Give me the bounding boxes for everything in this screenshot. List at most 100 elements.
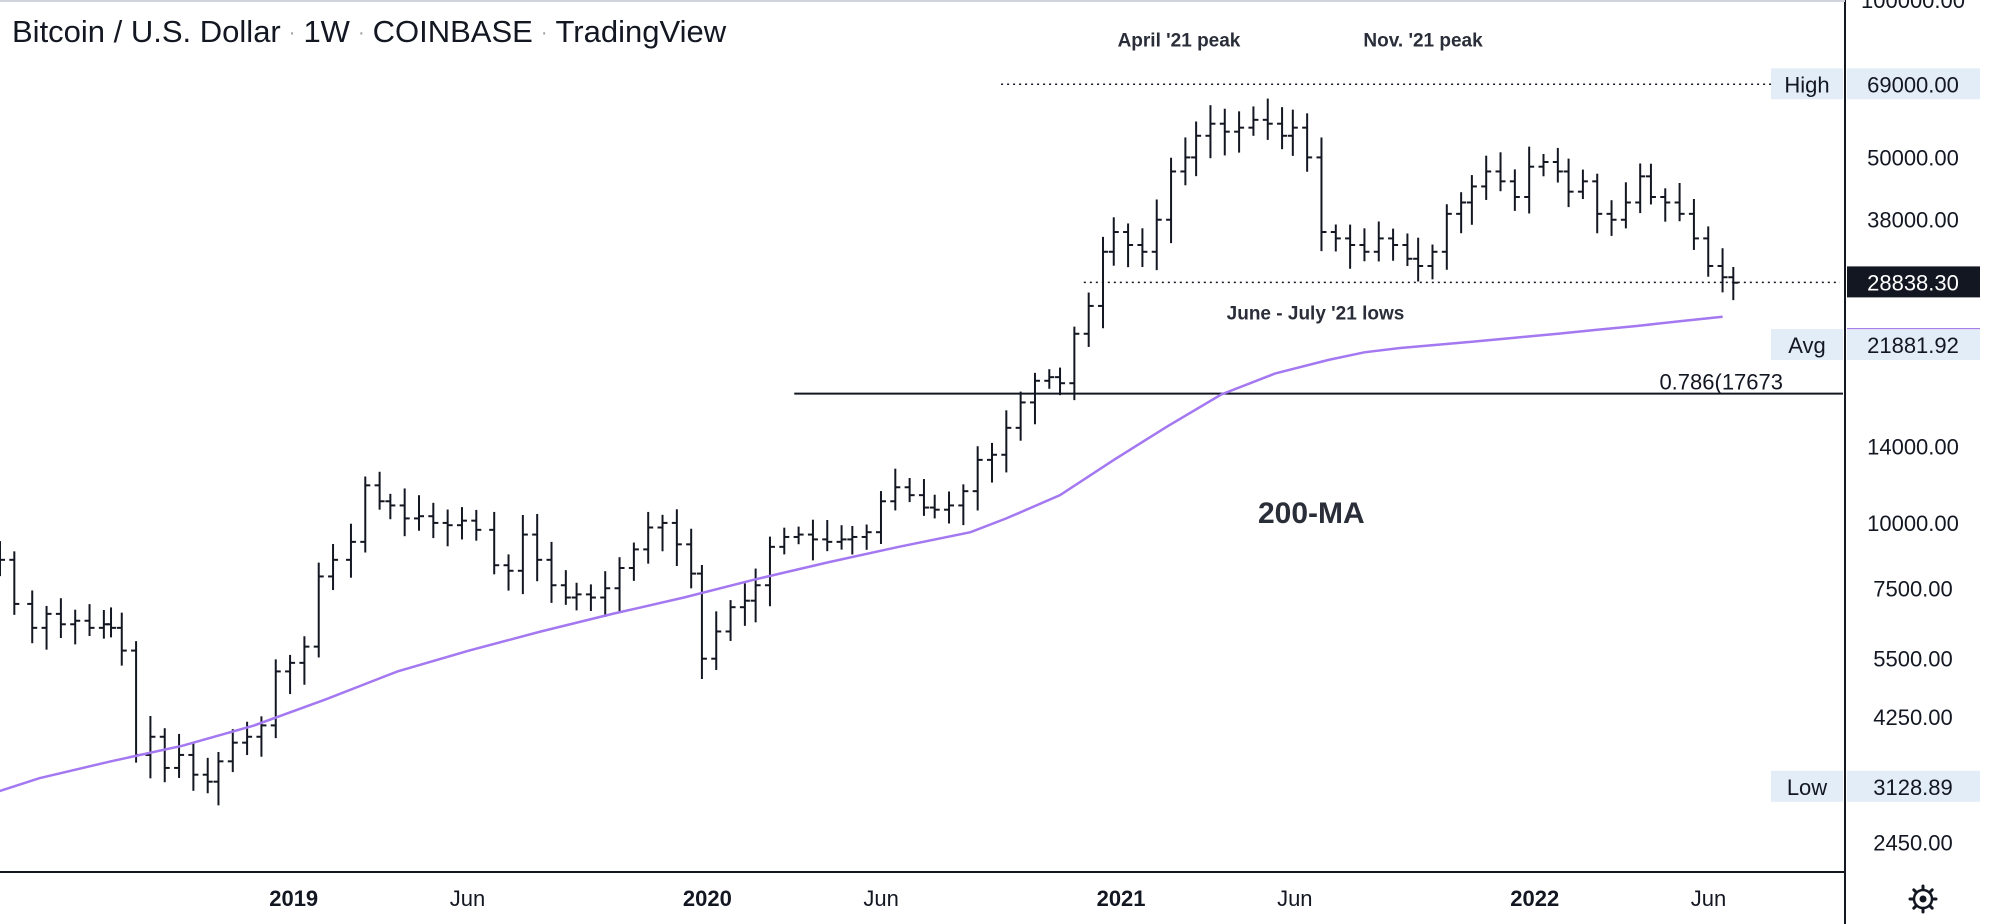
- ohlc-bar: [1359, 228, 1370, 262]
- ohlc-bar: [1606, 200, 1617, 236]
- ohlc-bar: [1029, 372, 1040, 425]
- ohlc-bar: [1413, 237, 1424, 282]
- ohlc-bar: [1191, 121, 1202, 177]
- ohlc-bar: [503, 554, 514, 591]
- ohlc-bar: [904, 478, 915, 503]
- ohlc-bar: [1728, 267, 1739, 301]
- annotation-label: April '21 peak: [1118, 30, 1241, 51]
- reference-lines: 0.786(17673: [794, 83, 1843, 395]
- price-tag-bg: [1847, 266, 1980, 298]
- ohlc-bar: [285, 654, 296, 695]
- ohlc-bar: [1180, 137, 1191, 186]
- ohlc-bar: [116, 612, 127, 666]
- price-tick-label: 38000.00: [1867, 208, 1959, 233]
- ohlc-bar: [159, 728, 170, 783]
- price-tick-label: 7500.00: [1873, 576, 1953, 601]
- ohlc-bar: [1219, 108, 1230, 156]
- ohlc-bar: [70, 609, 81, 645]
- ohlc-bar: [571, 582, 582, 611]
- ohlc-bar: [55, 598, 66, 639]
- price-tick-label: 100000.00: [1861, 0, 1965, 13]
- ohlc-bar: [1427, 244, 1438, 280]
- price-tag-bg: [1847, 770, 1980, 802]
- symbol-name[interactable]: Bitcoin / U.S. Dollar: [12, 14, 281, 49]
- ohlc-bar: [27, 590, 38, 644]
- ohlc-bar: [861, 524, 872, 550]
- time-tick-label: 2019: [269, 886, 318, 911]
- exchange-label: COINBASE: [372, 14, 533, 49]
- ohlc-bar: [399, 488, 410, 537]
- ohlc-bar: [1287, 109, 1298, 156]
- ohlc-bar: [1248, 106, 1259, 136]
- time-tick-label: Jun: [1277, 886, 1312, 911]
- gear-icon[interactable]: [1908, 884, 1938, 914]
- ohlc-bar: [428, 502, 439, 539]
- ohlc-bar: [1645, 163, 1656, 205]
- time-axis[interactable]: 2019 Jun 2020 Jun 2021 Jun 2022 Jun: [269, 886, 1726, 911]
- stat-tag-label: Avg: [1788, 333, 1826, 358]
- ohlc-bar: [1402, 233, 1413, 267]
- fib-level-label: 0.786(17673: [1659, 370, 1783, 395]
- ohlc-bar: [1108, 217, 1119, 266]
- ohlc-bar: [456, 507, 467, 540]
- ohlc-bar: [1509, 169, 1520, 211]
- ohlc-bar: [1234, 111, 1245, 153]
- ohlc-bar: [1345, 224, 1356, 269]
- ohlc-bar: [360, 476, 371, 553]
- price-tick-label: 10000.00: [1867, 511, 1959, 536]
- price-tick-label: 2450.00: [1873, 830, 1953, 855]
- ohlc-bar: [1302, 113, 1313, 172]
- price-tick-label: 4250.00: [1873, 705, 1953, 730]
- ohlc-bar: [188, 741, 199, 791]
- ohlc-bar: [1001, 410, 1012, 473]
- ohlc-bar: [1083, 292, 1094, 347]
- annotation-label: June - July '21 lows: [1227, 303, 1405, 324]
- ohlc-bar: [1688, 198, 1699, 250]
- ohlc-bar: [929, 494, 940, 519]
- ohlc-bar: [1069, 326, 1080, 401]
- stat-tag-bg: [1771, 770, 1843, 802]
- time-tick-label: 2022: [1510, 886, 1559, 911]
- price-tick-label: 14000.00: [1867, 435, 1959, 460]
- interval-label[interactable]: 1W: [303, 14, 350, 49]
- time-tick-label: Jun: [1691, 886, 1726, 911]
- ohlc-bar: [1205, 105, 1216, 159]
- ohlc-bar: [847, 525, 858, 555]
- title-separator: ·: [540, 22, 548, 45]
- ohlc-bar: [958, 484, 969, 526]
- ohlc-bar: [174, 733, 185, 778]
- ohlc-bar: [657, 514, 668, 552]
- stat-tag-label: High: [1784, 72, 1829, 97]
- ohlc-bar: [546, 541, 557, 603]
- ohlc-bar: [643, 511, 654, 564]
- ohlc-bar: [270, 659, 281, 739]
- annotation-label: 200-MA: [1258, 497, 1365, 530]
- ohlc-bar: [1481, 155, 1492, 200]
- price-tag-bg: [1847, 68, 1980, 100]
- ohlc-bar: [1316, 137, 1327, 252]
- ohlc-bar: [345, 523, 356, 578]
- ohlc-bar: [585, 584, 596, 611]
- candles-layer: [0, 98, 1739, 806]
- price-tag-label: 28838.30: [1867, 270, 1959, 295]
- ohlc-bar: [1330, 224, 1341, 252]
- ohlc-bar: [227, 729, 238, 773]
- price-axis[interactable]: 100000.00 High 69000.00 50000.00 38000.00 288…: [1771, 0, 1980, 855]
- ohlc-bar: [1577, 169, 1588, 200]
- price-tag-label: 69000.00: [1867, 72, 1959, 97]
- ohlc-bar: [1717, 248, 1728, 293]
- ohlc-bar: [1277, 107, 1288, 150]
- source-label: TradingView: [555, 14, 727, 49]
- ohlc-bar: [489, 511, 500, 575]
- price-tick-label: 5500.00: [1873, 647, 1953, 672]
- ohlc-bar: [1456, 192, 1467, 234]
- ohlc-bar: [628, 542, 639, 581]
- ohlc-bar: [711, 611, 722, 670]
- ohlc-bar: [385, 493, 396, 520]
- ohlc-bar: [764, 536, 775, 607]
- title-separator: ·: [288, 22, 296, 45]
- ohlc-bar: [442, 509, 453, 547]
- axes-layer: [0, 0, 1846, 924]
- ohlc-bar: [807, 519, 818, 561]
